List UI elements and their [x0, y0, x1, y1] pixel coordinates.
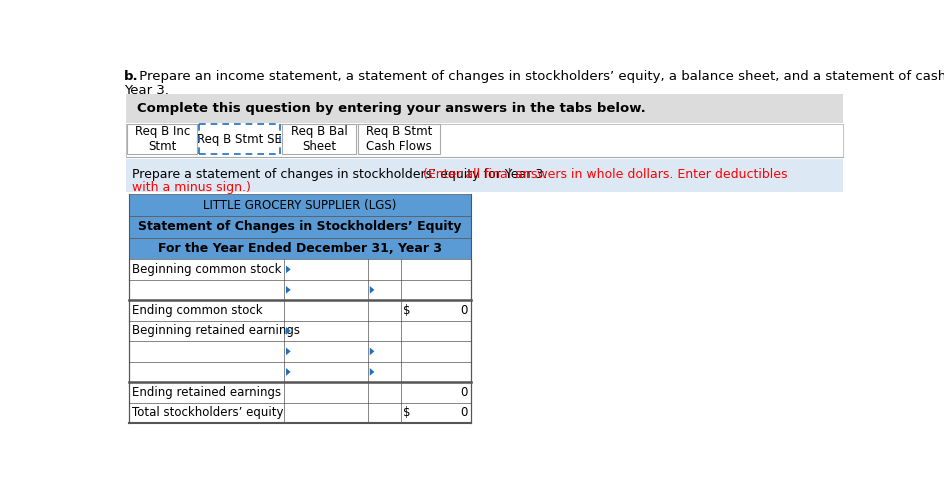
Bar [128, 279, 470, 300]
Bar [128, 216, 470, 238]
Polygon shape [369, 348, 374, 355]
Text: Statement of Changes in Stockholders’ Equity: Statement of Changes in Stockholders’ Eq… [138, 220, 461, 233]
Text: Req B Stmt SE: Req B Stmt SE [196, 133, 281, 146]
Text: $: $ [402, 407, 410, 419]
Text: Beginning retained earnings: Beginning retained earnings [132, 325, 300, 337]
Text: Ending retained earnings: Ending retained earnings [132, 386, 281, 399]
Bar [128, 321, 470, 341]
Text: with a minus sign.): with a minus sign.) [132, 181, 251, 193]
Text: Year 3.: Year 3. [124, 84, 168, 97]
Text: Req B Bal
Sheet: Req B Bal Sheet [291, 125, 347, 153]
Text: 0: 0 [460, 304, 467, 317]
Bar [127, 124, 197, 154]
Text: b.: b. [124, 71, 138, 83]
Bar [282, 124, 356, 154]
Text: For the Year Ended December 31, Year 3: For the Year Ended December 31, Year 3 [158, 242, 442, 255]
Text: Beginning common stock: Beginning common stock [132, 263, 281, 276]
Bar [128, 403, 470, 423]
Polygon shape [286, 327, 291, 335]
Bar [198, 124, 279, 154]
Bar [128, 382, 470, 403]
Polygon shape [286, 348, 291, 355]
Bar [126, 124, 842, 158]
Bar [128, 362, 470, 382]
Polygon shape [369, 368, 374, 376]
Text: 0: 0 [460, 407, 467, 419]
Text: (Enter all final answers in whole dollars. Enter deductibles: (Enter all final answers in whole dollar… [422, 168, 786, 181]
Text: Complete this question by entering your answers in the tabs below.: Complete this question by entering your … [138, 102, 646, 115]
Text: Req B Inc
Stmt: Req B Inc Stmt [135, 125, 190, 153]
Bar [128, 238, 470, 259]
Bar [128, 341, 470, 362]
Polygon shape [369, 286, 374, 294]
Bar [128, 259, 470, 279]
Polygon shape [286, 368, 291, 376]
Text: $: $ [402, 304, 410, 317]
Bar [126, 94, 842, 123]
Text: Prepare an income statement, a statement of changes in stockholders’ equity, a b: Prepare an income statement, a statement… [135, 71, 944, 83]
Text: Req B Stmt
Cash Flows: Req B Stmt Cash Flows [365, 125, 431, 153]
Text: 0: 0 [460, 386, 467, 399]
Bar [128, 300, 470, 321]
Polygon shape [286, 286, 291, 294]
Text: Prepare a statement of changes in stockholders’ equity for Year 3.: Prepare a statement of changes in stockh… [132, 168, 550, 181]
Bar [126, 159, 842, 192]
Text: Ending common stock: Ending common stock [132, 304, 262, 317]
Polygon shape [286, 266, 291, 273]
Bar [128, 194, 470, 216]
Text: LITTLE GROCERY SUPPLIER (LGS): LITTLE GROCERY SUPPLIER (LGS) [203, 199, 396, 212]
Text: Total stockholders’ equity: Total stockholders’ equity [132, 407, 283, 419]
Bar [358, 124, 439, 154]
